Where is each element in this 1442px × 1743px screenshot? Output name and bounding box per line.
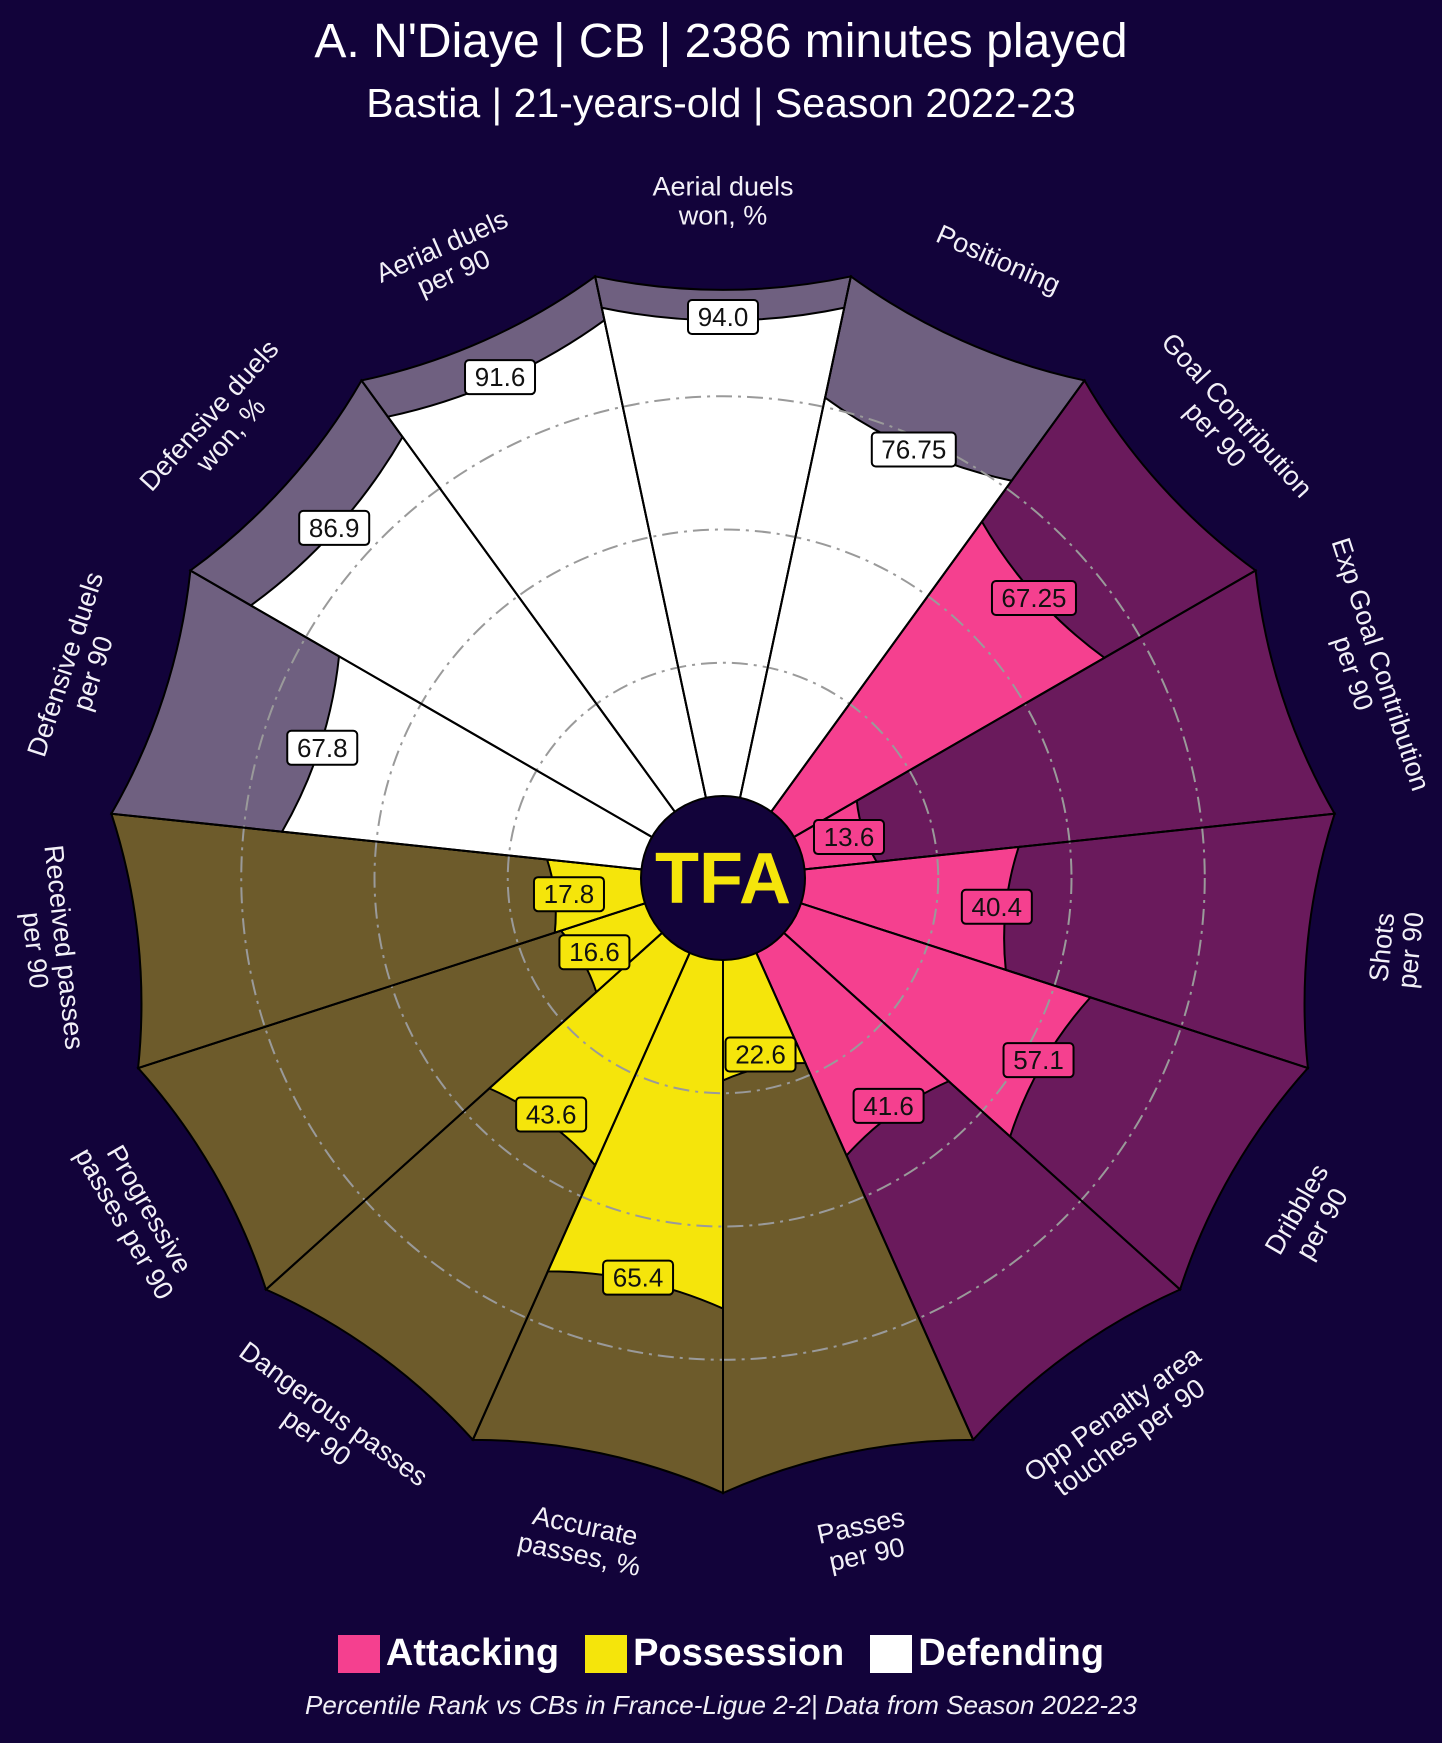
value-label-box (286, 729, 359, 766)
slice-divider (471, 952, 691, 1441)
category-label: Received passesper 90 (10, 843, 90, 1054)
value-label: 57.1 (1002, 1042, 1075, 1079)
value-label-box (813, 819, 886, 856)
value-label-text: 57.1 (1013, 1045, 1064, 1075)
value-label-box (852, 1087, 925, 1124)
value-label-text: 40.4 (972, 892, 1023, 922)
value-label: 41.6 (852, 1087, 925, 1124)
category-label: Aerial duels won, % (652, 172, 793, 231)
value-label: 91.6 (464, 359, 537, 396)
value-label: 40.4 (960, 888, 1033, 925)
value-label-box (724, 1036, 797, 1073)
slice-divider (265, 932, 663, 1291)
chart-subtitle: Bastia | 21-years-old | Season 2022-23 (366, 80, 1076, 126)
slice-divider (739, 276, 852, 798)
category-label: Exp Goal Contributionper 90 (1298, 534, 1436, 803)
legend-swatch-possession (585, 1634, 628, 1673)
value-label-text: 13.6 (824, 822, 875, 852)
chart-title: A. N'Diaye | CB | 2386 minutes played (314, 15, 1128, 68)
value-label: 67.25 (990, 580, 1077, 617)
value-label-text: 17.8 (544, 879, 595, 909)
legend-label: Possession (633, 1632, 845, 1674)
category-label-line: won, % (678, 201, 768, 231)
grid-ring (506, 661, 940, 1095)
value-label: 86.9 (298, 509, 371, 546)
legend-label: Attacking (385, 1632, 560, 1674)
category-label: Passesper 90 (814, 1502, 913, 1578)
value-label-text: 91.6 (475, 362, 526, 392)
value-label-box (960, 888, 1033, 925)
slice-dividers (111, 276, 1335, 1493)
slice-divider (189, 569, 653, 838)
legend-label: Defending (918, 1632, 1105, 1674)
value-label: 67.8 (286, 729, 359, 766)
category-label: Shotsper 90 (1363, 908, 1430, 990)
slice-divider (770, 379, 1086, 813)
value-label-text: 41.6 (863, 1091, 914, 1121)
slice-divider (360, 379, 676, 813)
legend-swatch-attacking (337, 1634, 380, 1673)
legend-swatch-defending (870, 1634, 913, 1673)
category-label-line: Aerial duels (652, 172, 793, 202)
category-label: Aerial duelsper 90 (371, 204, 524, 315)
slice-divider (111, 812, 642, 871)
value-label: 16.6 (558, 934, 631, 971)
value-label-text: 65.4 (613, 1263, 664, 1293)
slice-divider (800, 902, 1309, 1069)
category-label: Accuratepasses, % (515, 1498, 649, 1582)
value-label-box (558, 934, 631, 971)
category-label: Defensive duelsper 90 (21, 568, 136, 769)
category-label: Dribblesper 90 (1259, 1159, 1360, 1274)
slice-divider (755, 952, 975, 1441)
value-label-box (990, 580, 1077, 617)
value-label-text: 67.25 (1001, 583, 1066, 613)
slice-divider (594, 276, 707, 798)
value-label-box (602, 1259, 675, 1296)
value-label-box (687, 298, 759, 335)
category-label-line: Shots (1363, 911, 1400, 983)
value-label: 76.75 (870, 431, 957, 468)
value-label-box (532, 876, 605, 913)
value-labels: 67.25 13.6 40.4 57.1 41.6 22.6 65.4 43.6 16.6 17.… (286, 298, 1077, 1296)
value-label-text: 76.75 (881, 434, 946, 464)
value-label-box (515, 1096, 588, 1133)
value-label: 13.6 (813, 819, 886, 856)
slice-divider (783, 932, 1181, 1291)
slice-divider (137, 902, 646, 1069)
legend: Attacking Possession Defending (0, 1632, 1442, 1675)
value-label: 17.8 (532, 876, 605, 913)
slice-divider (804, 812, 1335, 871)
category-label: Progressivepasses per 90 (69, 1128, 205, 1304)
value-label: 43.6 (515, 1096, 588, 1133)
logo-circle (640, 795, 806, 961)
logo-text: TFA (655, 839, 791, 919)
value-label-text: 43.6 (526, 1100, 577, 1130)
value-label: 94.0 (687, 298, 759, 335)
value-label-text: 16.6 (569, 937, 620, 967)
category-label: Defensive duelswon, % (134, 334, 306, 516)
grid-ring (373, 528, 1073, 1228)
footnote: Percentile Rank vs CBs in France-Ligue 2… (305, 1690, 1137, 1720)
legend-item-defending: Defending (870, 1632, 1104, 1675)
center-logo: TFA (640, 795, 806, 961)
value-label: 65.4 (602, 1259, 675, 1296)
value-label-box (464, 359, 537, 396)
value-label: 22.6 (724, 1036, 797, 1073)
slice-divider (793, 569, 1257, 838)
value-label-box (298, 509, 371, 546)
category-label: Positioning (932, 219, 1065, 300)
category-label-line: Positioning (932, 219, 1065, 300)
value-label-text: 94.0 (698, 302, 749, 332)
legend-item-possession: Possession (585, 1632, 844, 1675)
value-label-text: 67.8 (297, 733, 348, 763)
legend-item-attacking: Attacking (337, 1632, 560, 1675)
value-label-box (870, 431, 957, 468)
value-label-text: 22.6 (735, 1040, 786, 1070)
value-label-box (1002, 1042, 1075, 1079)
value-label-text: 86.9 (309, 513, 360, 543)
